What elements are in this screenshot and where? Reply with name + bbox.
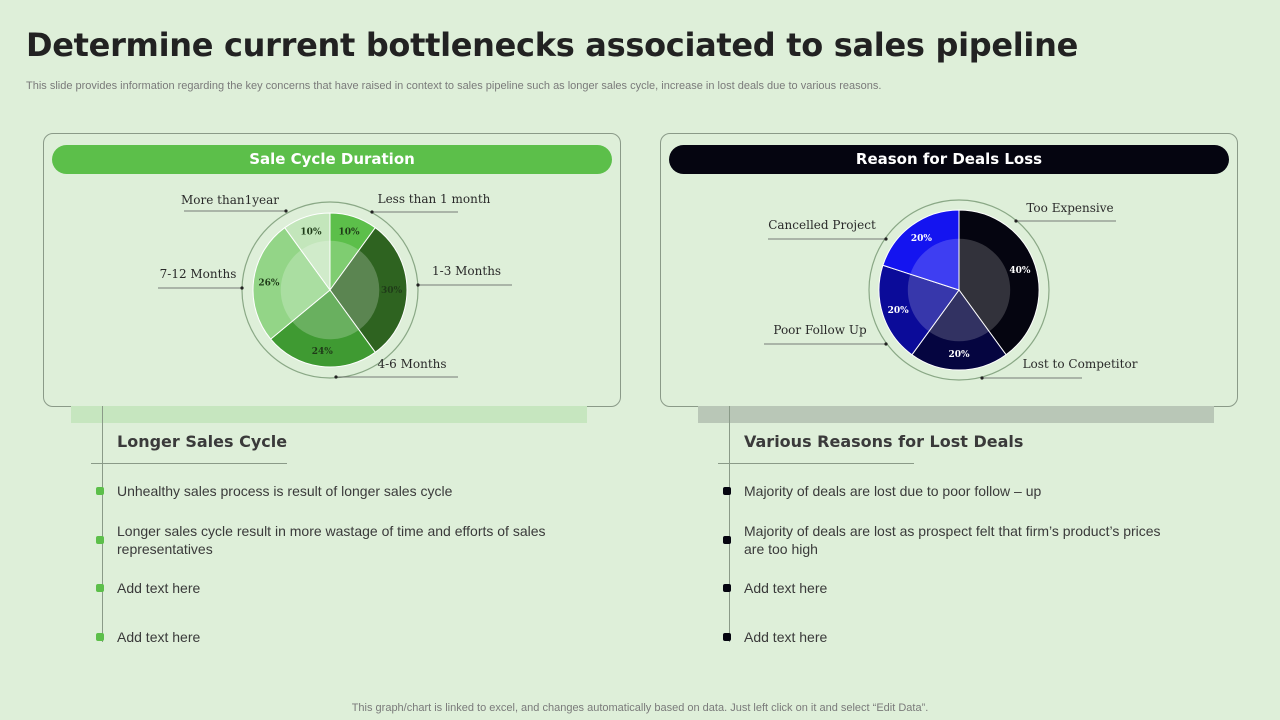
- pie-outer-ring: [241, 201, 419, 379]
- pie-leader-dot: [884, 237, 888, 241]
- pie-chart-1: 10% Less than 1 month 30% 1-3 Months 24% 4-6 …: [158, 192, 512, 379]
- lost-deals-section: Various Reasons for Lost Deals Majority …: [718, 430, 1198, 645]
- right-accent-band: [698, 406, 1214, 423]
- pie-slice-inner: [928, 290, 990, 342]
- pie-leader-dot: [334, 375, 338, 379]
- bullet-icon: [96, 633, 104, 641]
- pie-slice-inner: [959, 238, 1011, 332]
- pie-slice: [958, 209, 1040, 356]
- pie-value-label: 10%: [338, 227, 360, 237]
- section-heading: Longer Sales Cycle: [117, 432, 288, 451]
- pie-category-label: 1-3 Months: [432, 264, 501, 278]
- pie-slice-inner: [907, 274, 959, 332]
- sale-cycle-title: Sale Cycle Duration: [52, 145, 612, 174]
- pie-slice-inner: [280, 250, 330, 322]
- pie-slice-inner: [330, 240, 359, 290]
- pie-leader-dot: [240, 286, 244, 290]
- pie-category-label: Cancelled Project: [768, 218, 876, 232]
- footer-note: This graph/chart is linked to excel, and…: [351, 702, 929, 714]
- bullet-icon: [96, 584, 104, 592]
- pie-value-label: 40%: [1009, 266, 1031, 276]
- bullet-icon: [723, 633, 731, 641]
- pie-slice: [878, 264, 960, 356]
- longer-sales-cycle-section: Longer Sales Cycle Unhealthy sales proce…: [91, 430, 571, 645]
- pie-chart-2: 40% Too Expensive 20% Lost to Competitor 20%…: [764, 199, 1138, 381]
- pie-value-label: 20%: [888, 306, 910, 316]
- pie-category-label: Less than 1 month: [378, 192, 491, 206]
- pie-leader-dot: [980, 376, 984, 380]
- pie-category-label: More than1year: [181, 193, 279, 207]
- pie-slice: [329, 227, 408, 353]
- pie-slice-inner: [330, 250, 380, 330]
- pie-category-label: Too Expensive: [1026, 201, 1113, 215]
- left-accent-band: [71, 406, 587, 423]
- right-timeline-line: [729, 406, 730, 642]
- pie-value-label: 24%: [312, 347, 334, 357]
- bullet-icon: [723, 584, 731, 592]
- pie-category-label: Poor Follow Up: [773, 323, 867, 337]
- list-item: Majority of deals are lost due to poor f…: [723, 482, 1184, 500]
- pie-slice-inner: [301, 240, 330, 290]
- deals-loss-title: Reason for Deals Loss: [669, 145, 1229, 174]
- pie-slice: [269, 289, 376, 368]
- bullet-icon: [723, 536, 731, 544]
- bullet-icon: [96, 487, 104, 495]
- pie-leader-dot: [370, 210, 374, 214]
- section-heading: Various Reasons for Lost Deals: [744, 432, 1024, 451]
- left-timeline-line: [102, 406, 103, 642]
- pie-category-label: 7-12 Months: [160, 267, 237, 281]
- bullet-icon: [96, 536, 104, 544]
- pie-slice: [911, 289, 1007, 371]
- list-item: Longer sales cycle result in more wastag…: [96, 522, 557, 558]
- list-item: Majority of deals are lost as prospect f…: [723, 522, 1184, 558]
- pie-category-label: 4-6 Months: [377, 357, 446, 371]
- pie-category-label: Lost to Competitor: [1023, 357, 1138, 371]
- pie-leader-dot: [1014, 219, 1018, 223]
- pie-value-label: 30%: [381, 286, 403, 296]
- pie-value-label: 10%: [300, 227, 322, 237]
- pie-value-label: 26%: [258, 278, 280, 288]
- pie-value-label: 20%: [911, 234, 933, 244]
- pie-value-label: 20%: [948, 350, 970, 360]
- list-item: Add text here: [723, 628, 1184, 646]
- bullet-icon: [723, 487, 731, 495]
- page-title: Determine current bottlenecks associated…: [26, 26, 1078, 64]
- list-item: Unhealthy sales process is result of lon…: [96, 482, 557, 500]
- list-item: Add text here: [723, 579, 1184, 597]
- pie-leader-dot: [416, 283, 420, 287]
- list-item: Add text here: [96, 579, 557, 597]
- pie-leader-dot: [884, 342, 888, 346]
- pie-outer-ring: [868, 199, 1050, 381]
- pie-leader-dot: [284, 209, 288, 213]
- pie-slice-inner: [910, 238, 959, 290]
- pie-slice-inner: [292, 290, 359, 340]
- pie-slice: [252, 227, 331, 340]
- heading-divider: [91, 463, 287, 464]
- pie-slice: [284, 212, 331, 292]
- list-item: Add text here: [96, 628, 557, 646]
- pie-slice: [882, 209, 960, 291]
- page-subtitle: This slide provides information regardin…: [26, 80, 882, 92]
- heading-divider: [718, 463, 914, 464]
